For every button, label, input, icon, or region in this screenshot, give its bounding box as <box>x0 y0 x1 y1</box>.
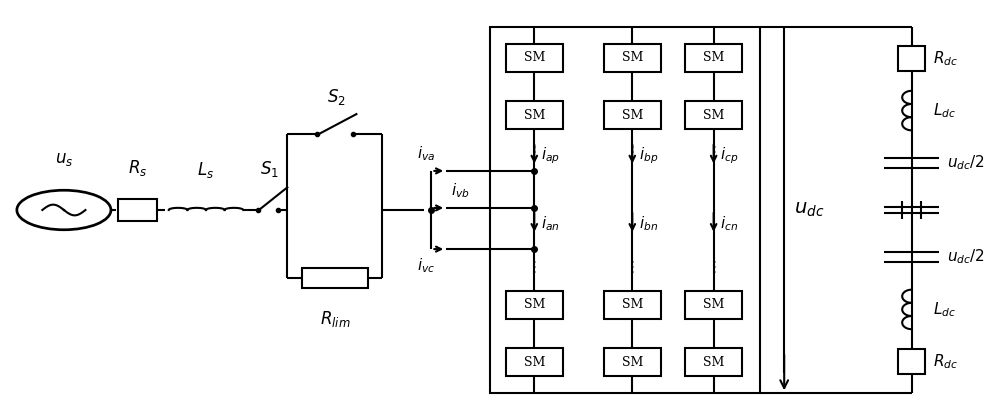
Bar <box>898 46 925 71</box>
Bar <box>604 101 661 129</box>
Text: ⋮: ⋮ <box>527 260 542 275</box>
Text: SM: SM <box>703 356 724 369</box>
Bar <box>898 349 925 374</box>
Text: $L_s$: $L_s$ <box>197 160 215 180</box>
Bar <box>506 44 563 72</box>
Bar <box>506 101 563 129</box>
Text: $i_{an}$: $i_{an}$ <box>541 214 560 233</box>
Bar <box>506 291 563 319</box>
Text: SM: SM <box>703 51 724 64</box>
Text: $u_{dc}/2$: $u_{dc}/2$ <box>947 248 984 266</box>
Bar <box>604 291 661 319</box>
Text: SM: SM <box>703 298 724 311</box>
Bar <box>604 348 661 376</box>
Text: $S_2$: $S_2$ <box>327 87 346 107</box>
Text: $i_{cn}$: $i_{cn}$ <box>720 214 739 233</box>
Text: ⋮: ⋮ <box>706 145 721 160</box>
Bar <box>302 268 368 288</box>
Text: $u_{dc}$: $u_{dc}$ <box>794 201 824 219</box>
Text: $i_{ap}$: $i_{ap}$ <box>541 146 560 166</box>
Text: ⋮: ⋮ <box>625 145 640 160</box>
Text: $i_{bp}$: $i_{bp}$ <box>639 146 658 166</box>
Bar <box>685 291 742 319</box>
Text: $L_{dc}$: $L_{dc}$ <box>933 300 956 319</box>
Text: $R_{lim}$: $R_{lim}$ <box>320 309 350 329</box>
Text: ⋮: ⋮ <box>527 145 542 160</box>
Text: $R_{dc}$: $R_{dc}$ <box>933 352 958 371</box>
Text: SM: SM <box>622 356 643 369</box>
Bar <box>604 44 661 72</box>
Bar <box>685 44 742 72</box>
Text: $i_{vc}$: $i_{vc}$ <box>417 257 436 275</box>
Text: $R_s$: $R_s$ <box>128 158 147 178</box>
Text: $L_{dc}$: $L_{dc}$ <box>933 101 956 120</box>
Text: SM: SM <box>622 298 643 311</box>
Text: SM: SM <box>622 51 643 64</box>
Text: ⋮: ⋮ <box>625 260 640 275</box>
Text: $u_{dc}/2$: $u_{dc}/2$ <box>947 154 984 172</box>
Text: SM: SM <box>703 109 724 122</box>
Bar <box>685 348 742 376</box>
Text: $u_s$: $u_s$ <box>55 151 73 168</box>
Bar <box>685 101 742 129</box>
Text: $i_{bn}$: $i_{bn}$ <box>639 214 658 233</box>
Text: SM: SM <box>524 356 545 369</box>
Bar <box>490 27 760 393</box>
Bar <box>506 348 563 376</box>
Text: SM: SM <box>622 109 643 122</box>
Text: $R_{dc}$: $R_{dc}$ <box>933 49 958 68</box>
Text: SM: SM <box>524 298 545 311</box>
Text: $S_1$: $S_1$ <box>260 159 279 179</box>
Text: SM: SM <box>524 51 545 64</box>
Text: ⋮: ⋮ <box>706 260 721 275</box>
Text: $i_{vb}$: $i_{vb}$ <box>451 181 470 200</box>
Text: SM: SM <box>524 109 545 122</box>
Text: $i_{va}$: $i_{va}$ <box>417 145 436 163</box>
Text: $i_{cp}$: $i_{cp}$ <box>720 146 739 166</box>
Bar <box>118 199 157 221</box>
